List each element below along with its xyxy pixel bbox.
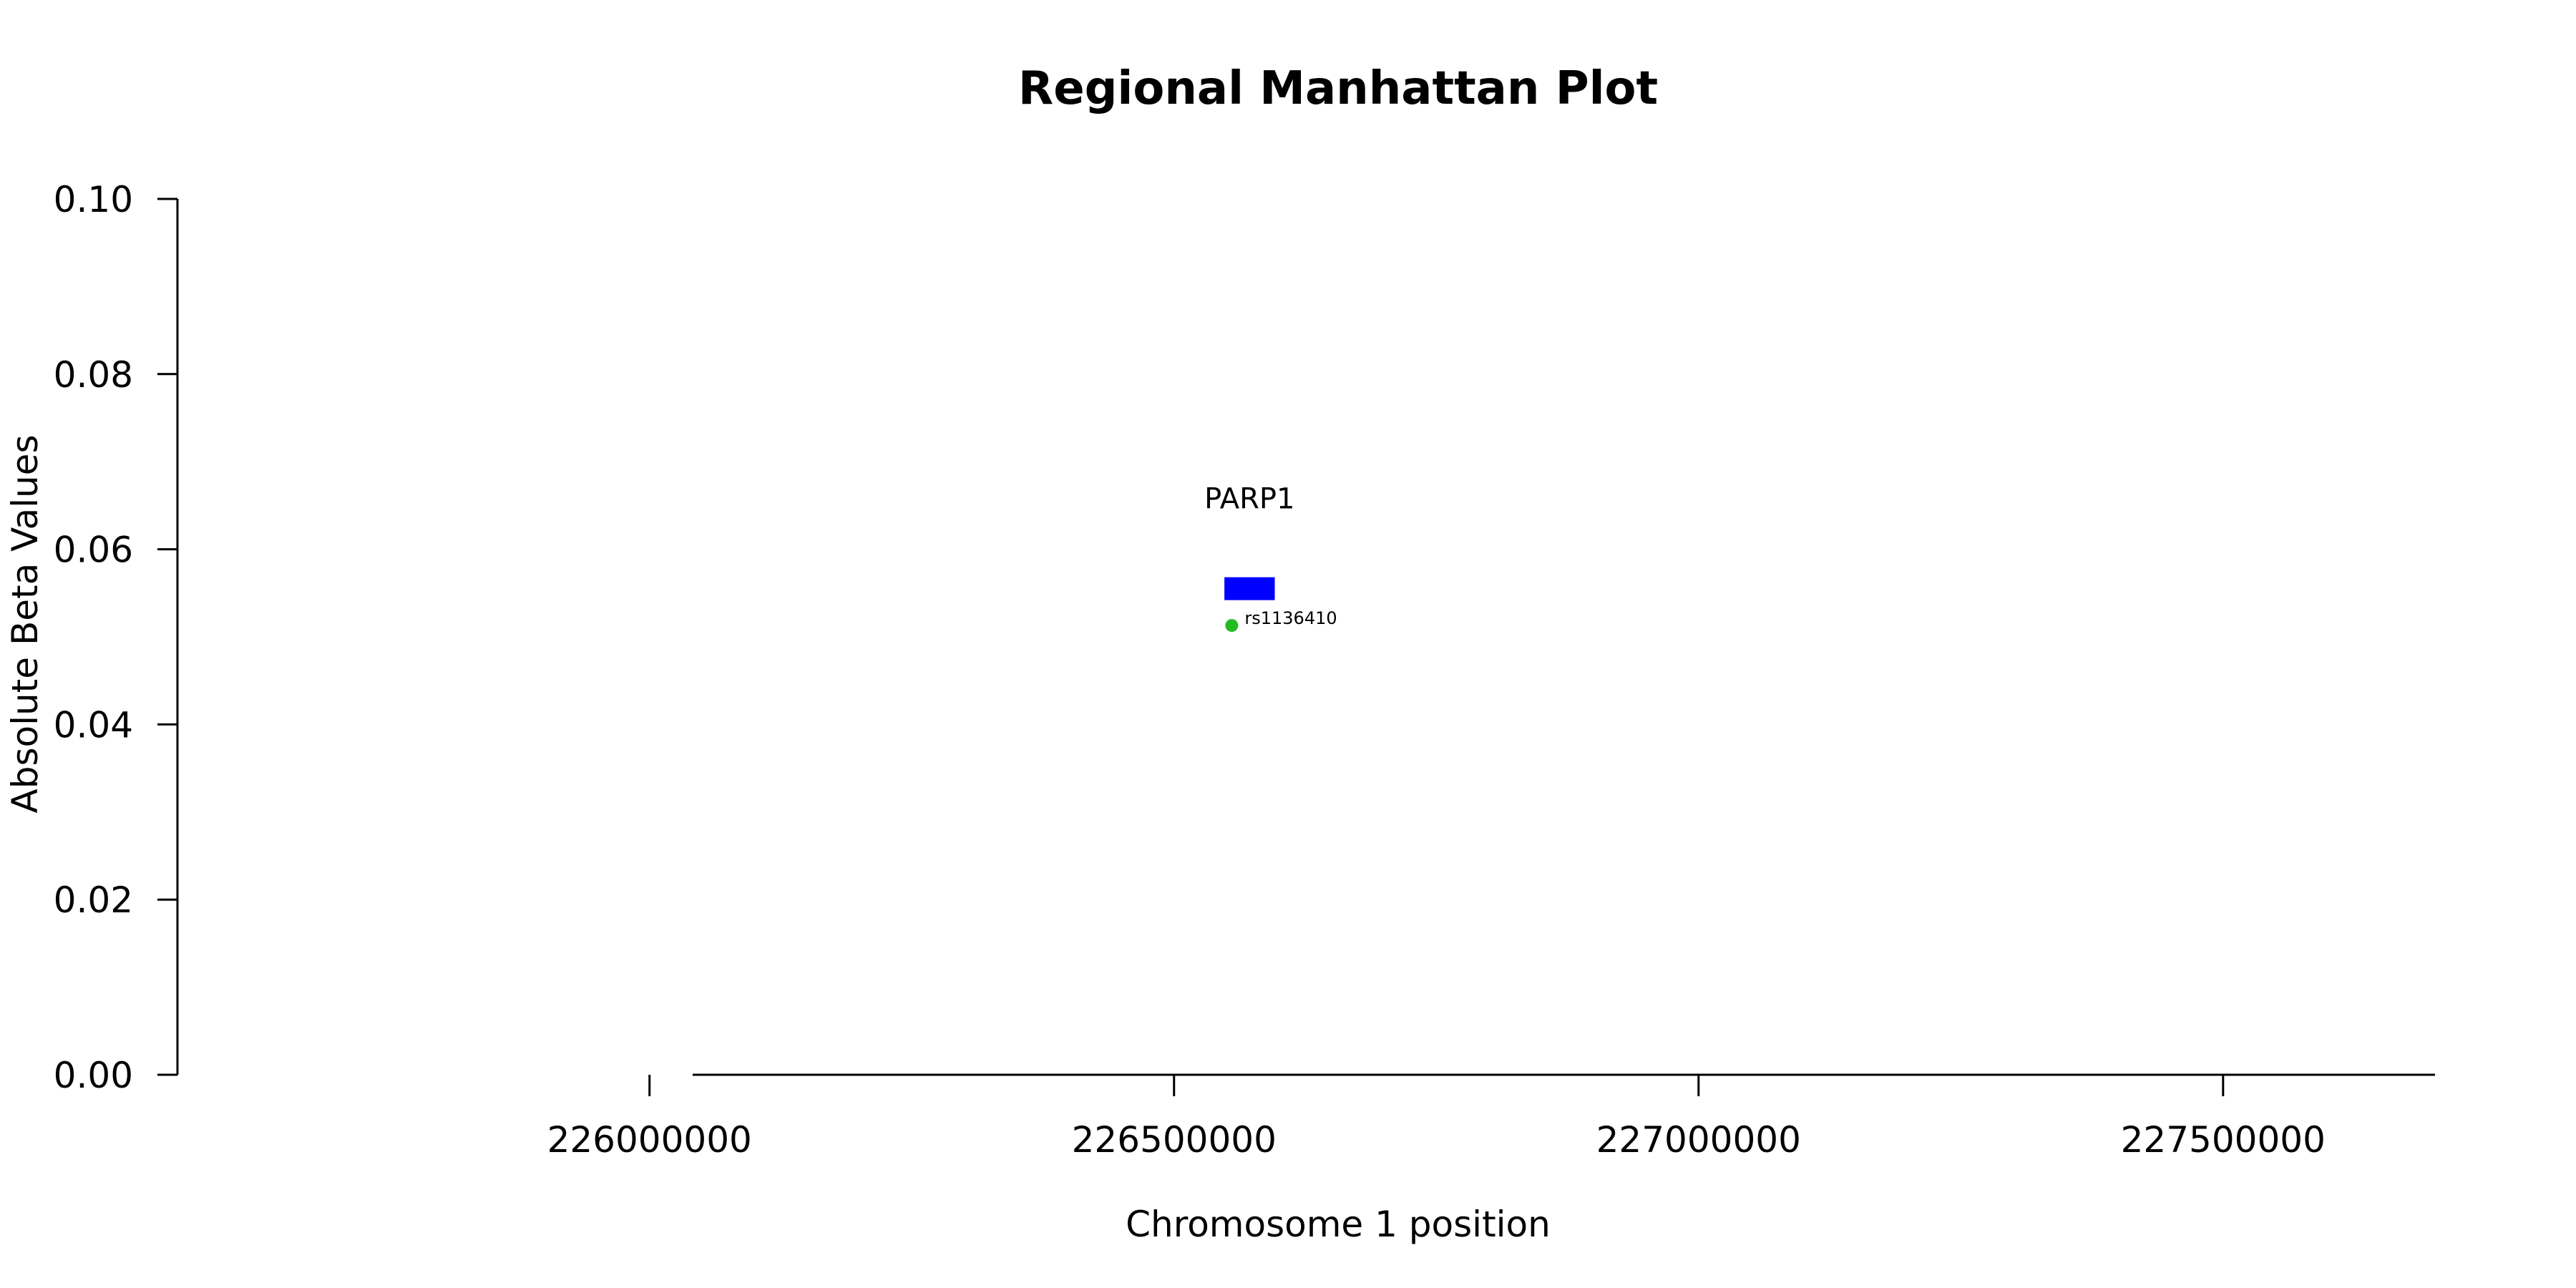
y-tick-label: 0.00	[54, 1055, 133, 1096]
y-axis: 0.00 0.02 0.04 0.06 0.08 0.10	[54, 179, 179, 1096]
chart-title: Regional Manhattan Plot	[1018, 62, 1658, 115]
gene-label: PARP1	[1204, 483, 1294, 516]
y-tick-label: 0.02	[54, 879, 133, 921]
points-layer: rs1136410	[1225, 608, 1337, 633]
y-tick-label: 0.04	[54, 704, 133, 746]
x-axis: 226000000 226500000 227000000 227500000	[547, 1073, 2435, 1161]
snp-point	[1225, 619, 1239, 633]
y-axis-label: Absolute Beta Values	[4, 435, 46, 814]
y-tick-label: 0.08	[54, 354, 133, 396]
snp-label: rs1136410	[1244, 608, 1337, 628]
gene-bar	[1224, 577, 1275, 600]
y-tick-label: 0.06	[54, 530, 133, 571]
x-tick-label: 226500000	[1072, 1119, 1277, 1161]
y-tick-label: 0.10	[54, 179, 133, 220]
genes-layer: PARP1	[1204, 483, 1294, 600]
x-tick-label: 226000000	[547, 1119, 752, 1161]
x-axis-label: Chromosome 1 position	[1126, 1204, 1551, 1245]
x-tick-label: 227000000	[1596, 1119, 1801, 1161]
x-tick-label: 227500000	[2121, 1119, 2326, 1161]
